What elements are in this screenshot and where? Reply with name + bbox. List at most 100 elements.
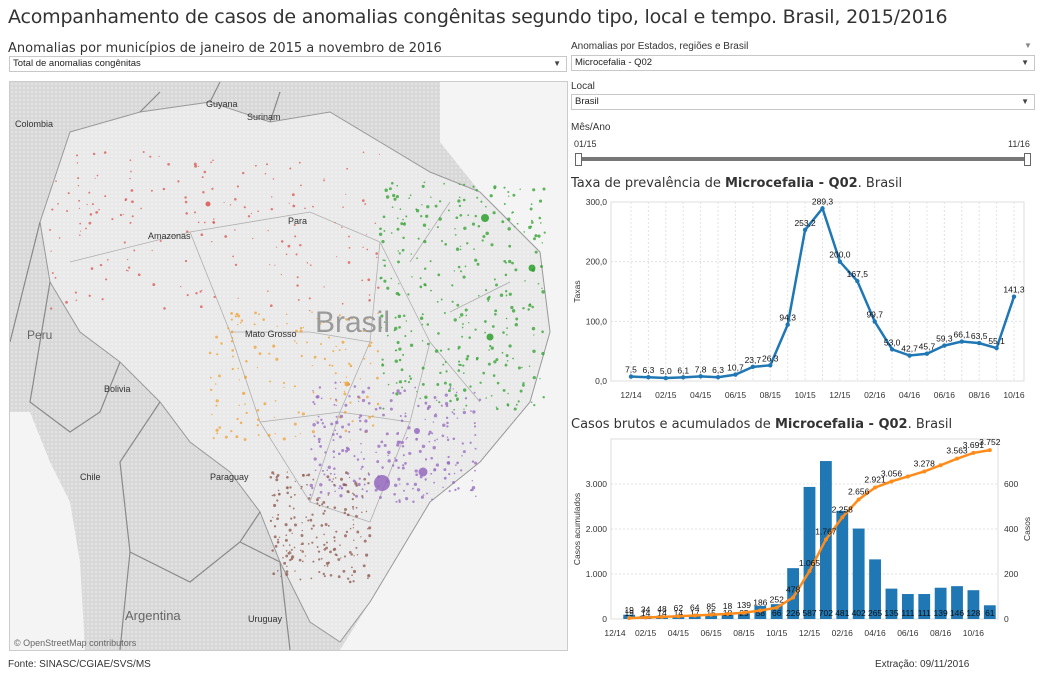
map-point[interactable]: [426, 342, 430, 346]
map-point[interactable]: [290, 496, 293, 499]
map-point[interactable]: [368, 294, 371, 296]
map-point[interactable]: [267, 290, 269, 292]
map-point[interactable]: [150, 189, 153, 192]
map-point[interactable]: [283, 561, 287, 565]
map-point[interactable]: [335, 404, 337, 407]
map-point[interactable]: [463, 226, 467, 230]
map-point[interactable]: [534, 234, 538, 238]
map-point[interactable]: [458, 196, 461, 199]
map-point[interactable]: [273, 493, 276, 497]
map-point[interactable]: [523, 231, 526, 233]
map-point[interactable]: [323, 286, 325, 288]
map-point[interactable]: [297, 298, 300, 301]
map-point[interactable]: [466, 242, 469, 245]
map-point[interactable]: [230, 312, 234, 315]
cumulative-point[interactable]: [856, 497, 861, 502]
map-point[interactable]: [273, 525, 277, 528]
map-point[interactable]: [353, 555, 355, 557]
map-point[interactable]: [532, 188, 536, 192]
map-point[interactable]: [290, 517, 293, 520]
map-point[interactable]: [426, 323, 430, 326]
map-point[interactable]: [432, 421, 435, 423]
map-point[interactable]: [370, 341, 373, 345]
map-point[interactable]: [347, 423, 351, 426]
map-point[interactable]: [403, 389, 407, 393]
cases-bar[interactable]: [836, 510, 849, 619]
map-point[interactable]: [474, 433, 477, 437]
map-point[interactable]: [339, 477, 344, 481]
cumulative-point[interactable]: [791, 595, 796, 600]
map-point[interactable]: [371, 424, 375, 427]
cumulative-point[interactable]: [659, 614, 664, 619]
map-point[interactable]: [350, 316, 354, 320]
map-point[interactable]: [307, 473, 311, 477]
map-point[interactable]: [343, 507, 348, 512]
map-point[interactable]: [348, 580, 352, 584]
map-point[interactable]: [454, 233, 457, 236]
map-point[interactable]: [447, 461, 451, 465]
map-point[interactable]: [78, 199, 81, 202]
cumulative-point[interactable]: [971, 450, 976, 455]
map-point[interactable]: [268, 352, 271, 355]
prevalence-point[interactable]: [715, 375, 721, 380]
map-point[interactable]: [383, 264, 387, 268]
map-point[interactable]: [257, 418, 260, 421]
map-point[interactable]: [163, 307, 166, 310]
map-point[interactable]: [49, 228, 51, 231]
map-point[interactable]: [327, 524, 330, 527]
map-point[interactable]: [319, 490, 323, 494]
map-point[interactable]: [349, 365, 352, 368]
map-point[interactable]: [243, 375, 248, 379]
map-point[interactable]: [449, 399, 452, 403]
map-point[interactable]: [130, 189, 134, 192]
map-point[interactable]: [400, 368, 404, 372]
map-point[interactable]: [258, 352, 262, 356]
map-point[interactable]: [513, 225, 516, 228]
map-point[interactable]: [327, 465, 331, 469]
map-point[interactable]: [473, 422, 476, 425]
map-point[interactable]: [412, 487, 414, 490]
map-point[interactable]: [320, 557, 323, 560]
map-point[interactable]: [333, 456, 335, 459]
map-point[interactable]: [314, 469, 317, 472]
map-point[interactable]: [351, 574, 353, 577]
map-point[interactable]: [250, 212, 253, 215]
choropleth-map[interactable]: Brasil Colombia Guyana Surinam Peru Boli…: [10, 82, 567, 650]
map-point[interactable]: [299, 327, 303, 330]
map-point[interactable]: [444, 393, 448, 397]
map-point[interactable]: [345, 471, 348, 475]
map-point[interactable]: [405, 438, 407, 440]
map-point[interactable]: [311, 430, 315, 434]
map-point[interactable]: [367, 528, 369, 530]
map-point[interactable]: [436, 300, 439, 303]
map-point[interactable]: [405, 320, 407, 322]
map-point[interactable]: [300, 354, 303, 358]
map-point[interactable]: [361, 390, 365, 394]
map-point[interactable]: [294, 435, 297, 438]
prevalence-point[interactable]: [628, 374, 634, 379]
map-point[interactable]: [51, 208, 54, 211]
map-point[interactable]: [104, 195, 107, 198]
map-point[interactable]: [449, 387, 452, 390]
map-point[interactable]: [421, 366, 425, 370]
map-point[interactable]: [338, 487, 340, 490]
map-point[interactable]: [363, 357, 366, 360]
map-point[interactable]: [504, 289, 508, 293]
map-point[interactable]: [443, 381, 447, 385]
anomaly-type-dropdown[interactable]: Total de anomalias congênitas ▼: [9, 56, 567, 72]
map-point[interactable]: [468, 336, 471, 339]
map-point[interactable]: [457, 369, 461, 372]
map-point[interactable]: [542, 395, 545, 399]
map-point[interactable]: [353, 493, 356, 496]
map-point[interactable]: [213, 218, 215, 220]
map-point[interactable]: [537, 234, 541, 238]
map-point[interactable]: [485, 289, 488, 292]
map-point[interactable]: [313, 457, 317, 461]
map-point[interactable]: [267, 433, 271, 437]
map-point[interactable]: [319, 444, 323, 448]
map-point[interactable]: [348, 551, 352, 554]
map-point[interactable]: [352, 527, 355, 529]
map-point[interactable]: [530, 225, 533, 228]
map-point[interactable]: [366, 248, 369, 251]
map-point[interactable]: [337, 452, 341, 456]
